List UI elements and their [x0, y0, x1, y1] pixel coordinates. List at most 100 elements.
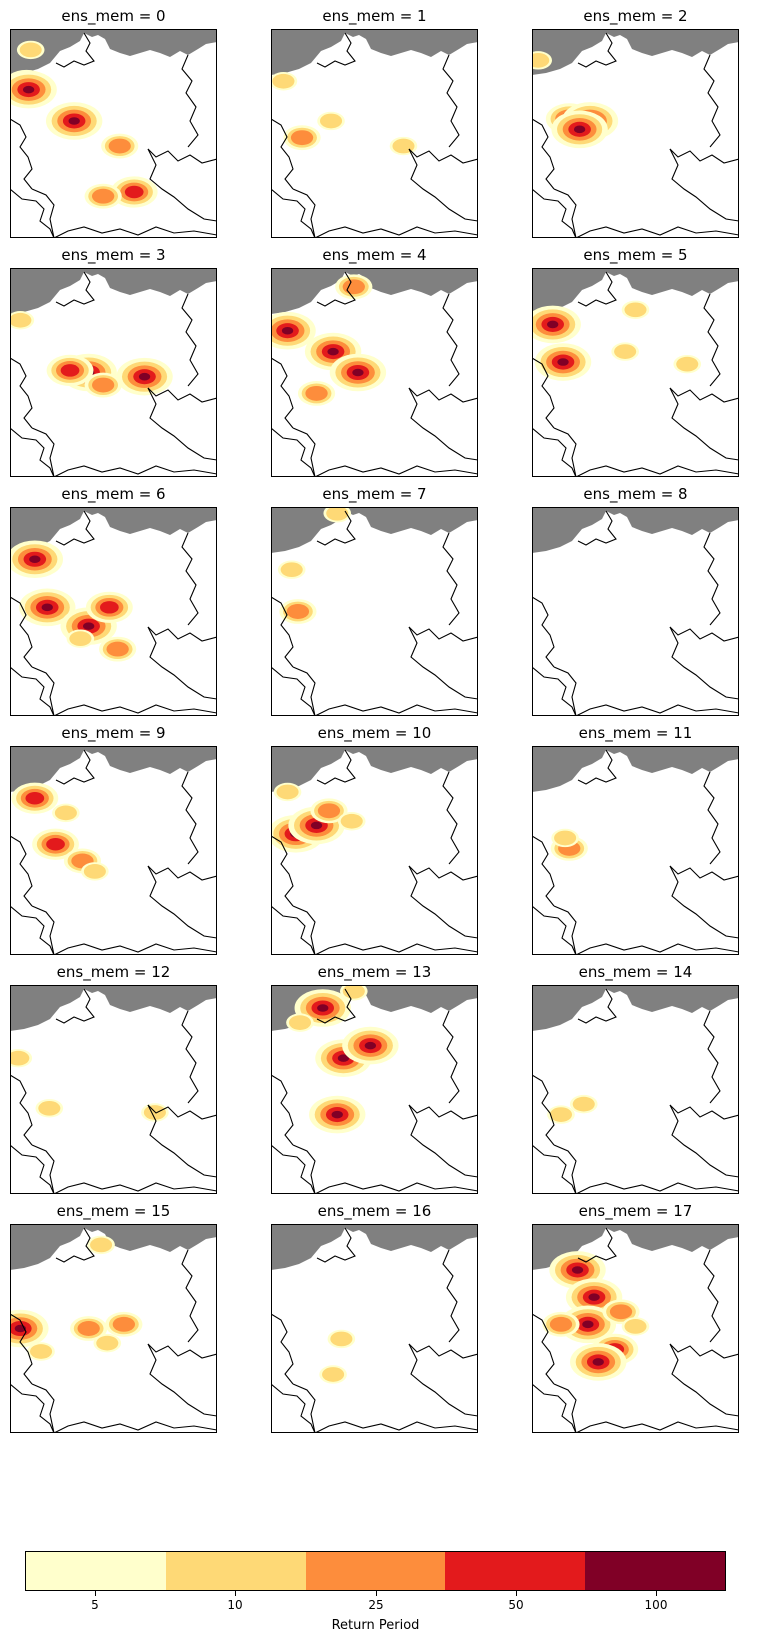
country-border [31, 1383, 55, 1433]
panel-title: ens_mem = 17 [578, 1202, 693, 1220]
map-svg [10, 746, 217, 955]
map-panel [10, 268, 217, 477]
country-border [669, 626, 739, 642]
country-border [408, 865, 478, 881]
panel-title: ens_mem = 2 [583, 7, 688, 25]
country-border [577, 32, 617, 68]
return-period-contour [554, 830, 577, 846]
country-border [314, 943, 478, 955]
return-period-contour [25, 792, 45, 805]
country-border [181, 54, 199, 148]
colorbar-segment [26, 1552, 166, 1590]
return-period-contour [305, 385, 328, 401]
map-svg [271, 1224, 478, 1433]
country-border [669, 865, 739, 881]
country-border [442, 771, 460, 865]
return-period-contour [557, 358, 569, 366]
country-border [10, 905, 55, 955]
colorbar-tick [376, 1591, 377, 1596]
country-border [532, 188, 577, 238]
country-border [553, 1383, 577, 1433]
map-svg [271, 746, 478, 955]
return-period-contour [288, 1015, 312, 1030]
country-border [553, 666, 577, 716]
country-border [10, 118, 33, 190]
return-period-contour [331, 1110, 343, 1119]
map-frame [532, 507, 739, 716]
map-panel [271, 1224, 478, 1433]
country-border [292, 666, 316, 716]
return-period-contour [676, 356, 699, 372]
return-period-contour [573, 125, 586, 134]
country-border [703, 532, 721, 626]
return-period-contour [571, 1266, 584, 1274]
country-border [55, 1227, 95, 1263]
colorbar-segment [305, 1552, 446, 1590]
map-svg [10, 985, 217, 1194]
return-period-contour [532, 52, 550, 68]
panel-title: ens_mem = 16 [317, 1202, 432, 1220]
colorbar-segment [165, 1552, 306, 1590]
colorbar-tick [235, 1591, 236, 1596]
country-border [532, 1313, 555, 1385]
country-border [53, 465, 217, 477]
country-border [271, 666, 316, 716]
country-border [577, 510, 617, 546]
country-border [442, 1249, 460, 1343]
return-period-contour [124, 185, 144, 199]
panel-title: ens_mem = 10 [317, 724, 432, 742]
sea-area [271, 1224, 478, 1270]
return-period-contour [290, 130, 314, 146]
map-frame [532, 1224, 739, 1433]
panel-title: ens_mem = 0 [61, 7, 166, 25]
country-border [10, 427, 55, 477]
return-period-contour [572, 1096, 595, 1112]
country-border [532, 1383, 577, 1433]
country-border [669, 1343, 739, 1359]
country-border [181, 1010, 199, 1104]
return-period-contour [276, 784, 299, 800]
country-border [532, 666, 577, 716]
country-border [575, 465, 739, 477]
return-period-contour [330, 1331, 353, 1347]
return-period-contour [340, 813, 363, 829]
country-border [314, 465, 478, 477]
country-border [703, 54, 721, 148]
return-period-contour [364, 1041, 376, 1050]
return-period-contour [614, 344, 637, 359]
map-frame [271, 268, 478, 477]
map-frame [10, 507, 217, 716]
return-period-contour [10, 312, 32, 328]
map-frame [10, 268, 217, 477]
country-border [181, 771, 199, 865]
country-border [532, 596, 555, 668]
colorbar-tick [516, 1591, 517, 1596]
country-border [147, 865, 217, 881]
sea-area [532, 29, 739, 75]
country-border [442, 1010, 460, 1104]
country-border [577, 271, 617, 307]
return-period-contour [68, 117, 80, 125]
country-border [53, 226, 217, 238]
country-border [31, 905, 55, 955]
colorbar-tick-label: 100 [644, 1598, 668, 1612]
country-border [442, 532, 460, 626]
colorbar [25, 1551, 726, 1591]
map-panel [532, 507, 739, 716]
country-border [292, 905, 316, 955]
return-period-contour [317, 1004, 329, 1012]
country-border [575, 1421, 739, 1433]
country-border [316, 510, 356, 546]
panel-title: ens_mem = 3 [61, 246, 166, 264]
country-border [442, 54, 460, 148]
country-border [316, 32, 356, 68]
sea-area [10, 985, 217, 1031]
map-panel [10, 1224, 217, 1433]
country-border [669, 1104, 739, 1178]
colorbar-tick-label: 5 [91, 1598, 99, 1612]
country-border [669, 626, 739, 700]
colorbar-segment [585, 1552, 725, 1590]
panel-title: ens_mem = 1 [322, 7, 427, 25]
country-border [316, 988, 356, 1024]
country-border [55, 510, 95, 546]
